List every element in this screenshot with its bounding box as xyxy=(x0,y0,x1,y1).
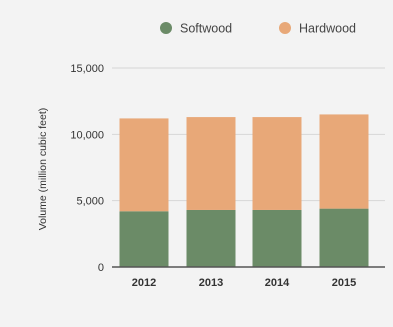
x-tick-label: 2012 xyxy=(132,277,156,289)
y-tick-label: 10,000 xyxy=(70,129,104,141)
bar-softwood-2014 xyxy=(253,210,302,267)
y-axis-title: Volume (million cubic feet) xyxy=(37,108,49,231)
y-tick-label: 5,000 xyxy=(76,196,104,208)
bar-layer xyxy=(120,114,369,267)
legend: Softwood Hardwood xyxy=(160,22,356,36)
legend-marker-hardwood xyxy=(279,22,291,34)
bar-hardwood-2012 xyxy=(120,118,169,211)
bar-softwood-2013 xyxy=(187,210,236,267)
bar-softwood-2015 xyxy=(320,209,369,267)
y-tick-label: 15,000 xyxy=(70,63,104,75)
y-tick-label: 0 xyxy=(98,262,104,274)
legend-marker-softwood xyxy=(160,22,172,34)
bar-hardwood-2014 xyxy=(253,117,302,210)
x-tick-label: 2014 xyxy=(265,277,290,289)
x-tick-label: 2015 xyxy=(332,277,356,289)
bar-hardwood-2015 xyxy=(320,114,369,208)
bar-softwood-2012 xyxy=(120,211,169,267)
legend-label-softwood: Softwood xyxy=(180,22,232,36)
bar-hardwood-2013 xyxy=(187,117,236,210)
legend-label-hardwood: Hardwood xyxy=(299,22,356,36)
x-tick-label: 2013 xyxy=(199,277,223,289)
